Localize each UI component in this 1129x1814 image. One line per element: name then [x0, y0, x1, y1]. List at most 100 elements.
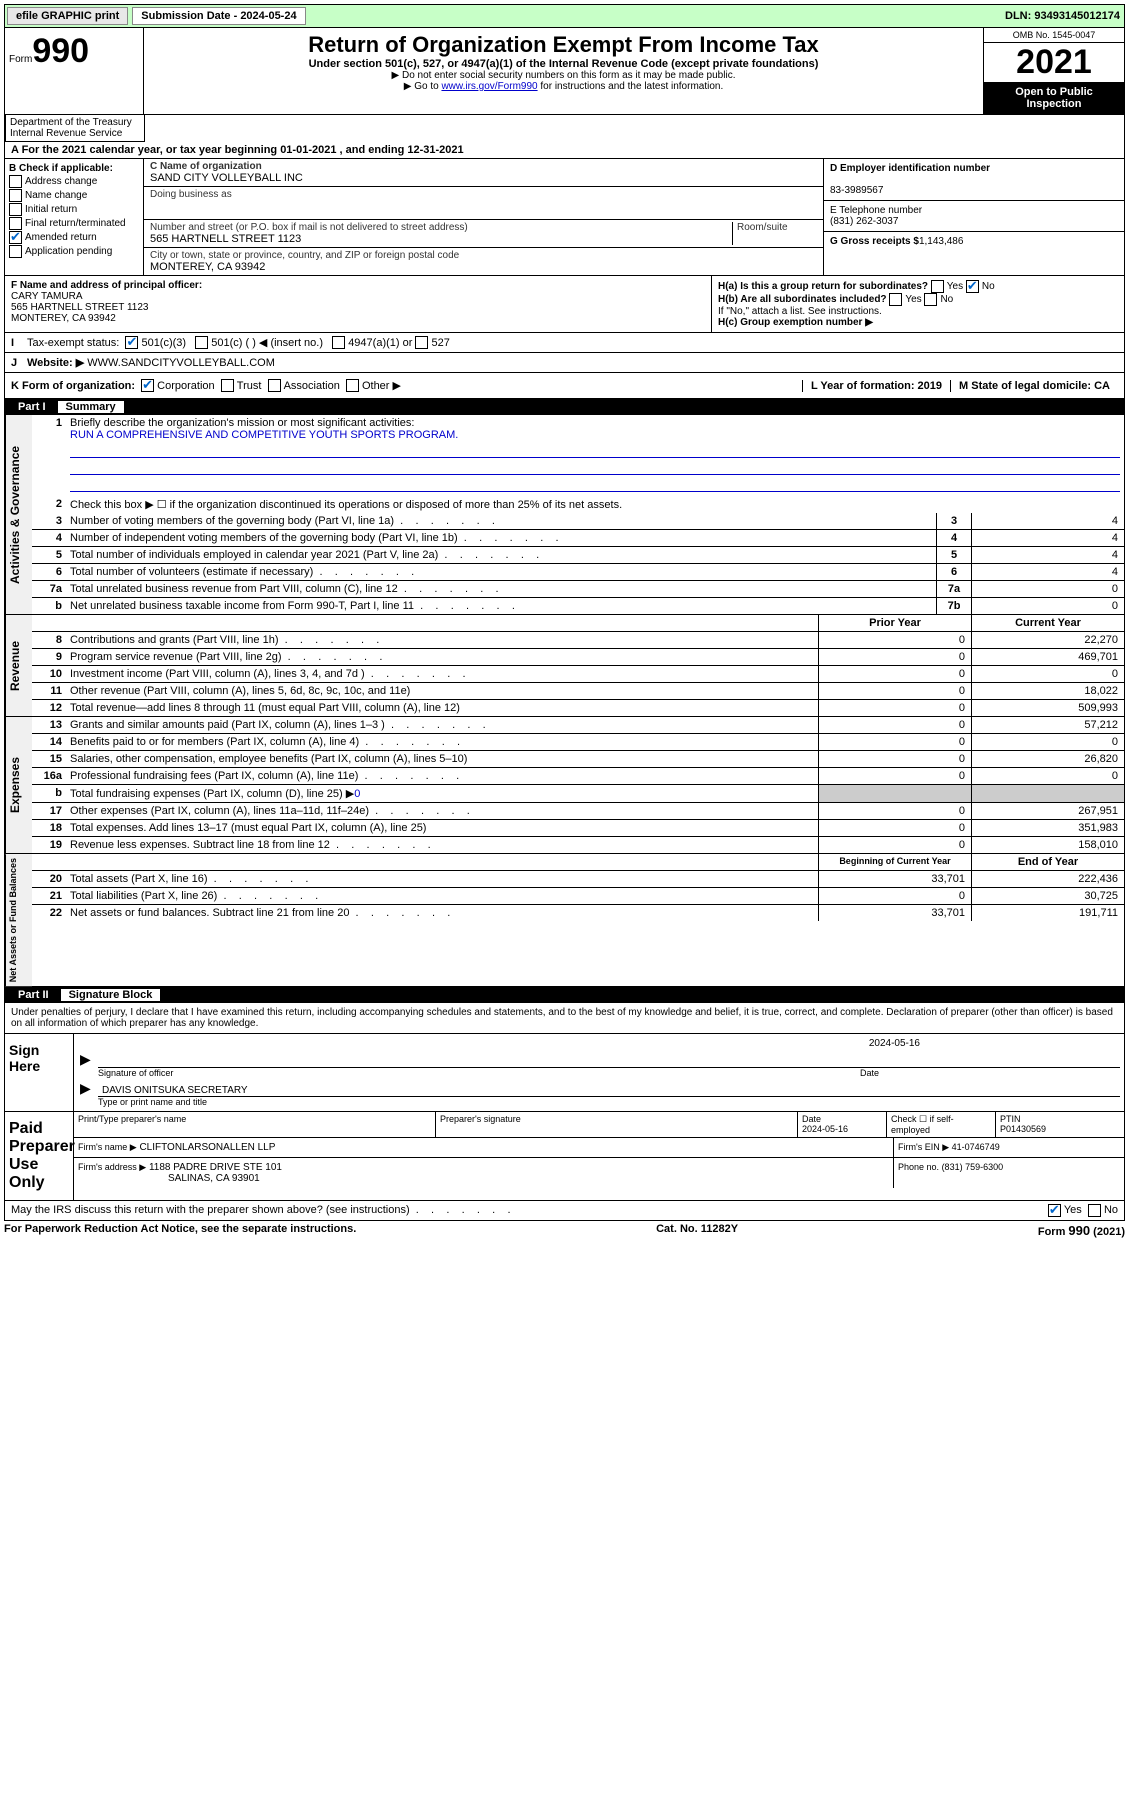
cb-address-change[interactable] [9, 175, 22, 188]
c16b-shaded [971, 785, 1124, 802]
opt-527: 527 [431, 337, 449, 349]
mission-text[interactable]: RUN A COMPREHENSIVE AND COMPETITIVE YOUT… [70, 429, 458, 441]
vlabel-expenses: Expenses [5, 717, 32, 853]
hint-post: for instructions and the latest informat… [538, 81, 724, 92]
part2-header: Part II Signature Block [4, 987, 1125, 1003]
cb-hb-yes[interactable] [889, 293, 902, 306]
line3: Number of voting members of the governin… [66, 513, 936, 529]
dba-label: Doing business as [150, 189, 232, 200]
line8: Contributions and grants (Part VIII, lin… [66, 632, 818, 648]
line12: Total revenue—add lines 8 through 11 (mu… [66, 700, 818, 716]
line11: Other revenue (Part VIII, column (A), li… [66, 683, 818, 699]
part1-label: Part I [10, 401, 54, 413]
website-value: WWW.SANDCITYVOLLEYBALL.COM [87, 357, 275, 369]
part1-title: Summary [58, 401, 124, 413]
opt-501c3: 501(c)(3) [141, 337, 186, 349]
cb-501c3[interactable] [125, 336, 138, 349]
footer-left: For Paperwork Reduction Act Notice, see … [4, 1223, 356, 1238]
c8: 22,270 [971, 632, 1124, 648]
mission-line [70, 477, 1120, 492]
p18: 0 [818, 820, 971, 836]
p9: 0 [818, 649, 971, 665]
line13: Grants and similar amounts paid (Part IX… [66, 717, 818, 733]
m-state: M State of legal domicile: CA [950, 380, 1118, 392]
lbl-application-pending: Application pending [25, 246, 112, 257]
net-assets-block: Net Assets or Fund Balances Beginning of… [4, 854, 1125, 987]
sig-date-value: 2024-05-16 [78, 1038, 1120, 1049]
line7a: Total unrelated business revenue from Pa… [66, 581, 936, 597]
opt-assoc: Association [284, 380, 340, 392]
city-label: City or town, state or province, country… [150, 250, 459, 261]
line14: Benefits paid to or for members (Part IX… [66, 734, 818, 750]
year-box: OMB No. 1545-0047 2021 Open to Public In… [984, 28, 1124, 114]
p19: 0 [818, 837, 971, 853]
c16a: 0 [971, 768, 1124, 784]
val3: 4 [971, 513, 1124, 529]
h-box: H(a) Is this a group return for subordin… [711, 276, 1124, 332]
c20: 222,436 [971, 871, 1124, 887]
cb-501c[interactable] [195, 336, 208, 349]
cb-hb-no[interactable] [924, 293, 937, 306]
line7b: Net unrelated business taxable income fr… [66, 598, 936, 614]
cb-name-change[interactable] [9, 189, 22, 202]
cb-other[interactable] [346, 379, 359, 392]
vlabel-revenue: Revenue [5, 615, 32, 716]
officer-name-title: DAVIS ONITSUKA SECRETARY [102, 1085, 248, 1096]
gross-value: 1,143,486 [919, 236, 964, 247]
lbl-final-return: Final return/terminated [25, 218, 126, 229]
room-label: Room/suite [737, 222, 788, 233]
eoy-hdr: End of Year [971, 854, 1124, 870]
line16b-pre: Total fundraising expenses (Part IX, col… [70, 788, 354, 800]
org-info-column: C Name of organizationSAND CITY VOLLEYBA… [144, 159, 823, 275]
p12: 0 [818, 700, 971, 716]
cb-ha-no[interactable] [966, 280, 979, 293]
cb-trust[interactable] [221, 379, 234, 392]
hint-link: ▶ Go to www.irs.gov/Form990 for instruct… [148, 81, 979, 92]
p21: 0 [818, 888, 971, 904]
officer-label: F Name and address of principal officer: [11, 280, 202, 291]
cb-527[interactable] [415, 336, 428, 349]
k-org-row: K Form of organization: Corporation Trus… [4, 373, 1125, 399]
cb-discuss-yes[interactable] [1048, 1204, 1061, 1217]
val7a: 0 [971, 581, 1124, 597]
line15: Salaries, other compensation, employee b… [66, 751, 818, 767]
cb-initial-return[interactable] [9, 203, 22, 216]
page-title: Return of Organization Exempt From Incom… [148, 32, 979, 58]
k-label: K Form of organization: [11, 380, 135, 392]
curr-year-hdr: Current Year [971, 615, 1124, 631]
footer-right: Form 990 (2021) [1038, 1223, 1125, 1238]
c9: 469,701 [971, 649, 1124, 665]
line10: Investment income (Part VIII, column (A)… [66, 666, 818, 682]
org-address: 565 HARTNELL STREET 1123 [150, 233, 301, 245]
line20: Total assets (Part X, line 16) [66, 871, 818, 887]
form-header: Form990 Return of Organization Exempt Fr… [4, 28, 1125, 115]
cb-assoc[interactable] [268, 379, 281, 392]
cb-ha-yes[interactable] [931, 280, 944, 293]
website-label: Website: ▶ [27, 356, 84, 369]
cb-discuss-no[interactable] [1088, 1204, 1101, 1217]
instructions-link[interactable]: www.irs.gov/Form990 [441, 81, 537, 92]
officer-sig-label: Signature of officer [98, 1068, 860, 1078]
line18: Total expenses. Add lines 13–17 (must eq… [66, 820, 818, 836]
cb-amended-return[interactable] [9, 231, 22, 244]
val4: 4 [971, 530, 1124, 546]
officer-name: CARY TAMURA [11, 291, 83, 302]
line16b-val[interactable]: 0 [354, 788, 360, 800]
prep-date-label: Date [802, 1114, 821, 1124]
p20: 33,701 [818, 871, 971, 887]
cb-corp[interactable] [141, 379, 154, 392]
lbl-address-change: Address change [25, 176, 97, 187]
ein-label: D Employer identification number [830, 163, 990, 174]
discuss-label: May the IRS discuss this return with the… [11, 1204, 410, 1217]
cb-application-pending[interactable] [9, 245, 22, 258]
p16a: 0 [818, 768, 971, 784]
firm-addr1: 1188 PADRE DRIVE STE 101 [149, 1162, 282, 1173]
top-bar: efile GRAPHIC print Submission Date - 20… [4, 4, 1125, 28]
c21: 30,725 [971, 888, 1124, 904]
efile-print-button[interactable]: efile GRAPHIC print [7, 7, 128, 25]
check-b-label: B Check if applicable: [9, 163, 113, 174]
hint-pre: ▶ Go to [404, 81, 442, 92]
prep-sig-label: Preparer's signature [436, 1112, 798, 1137]
cb-4947[interactable] [332, 336, 345, 349]
c12: 509,993 [971, 700, 1124, 716]
